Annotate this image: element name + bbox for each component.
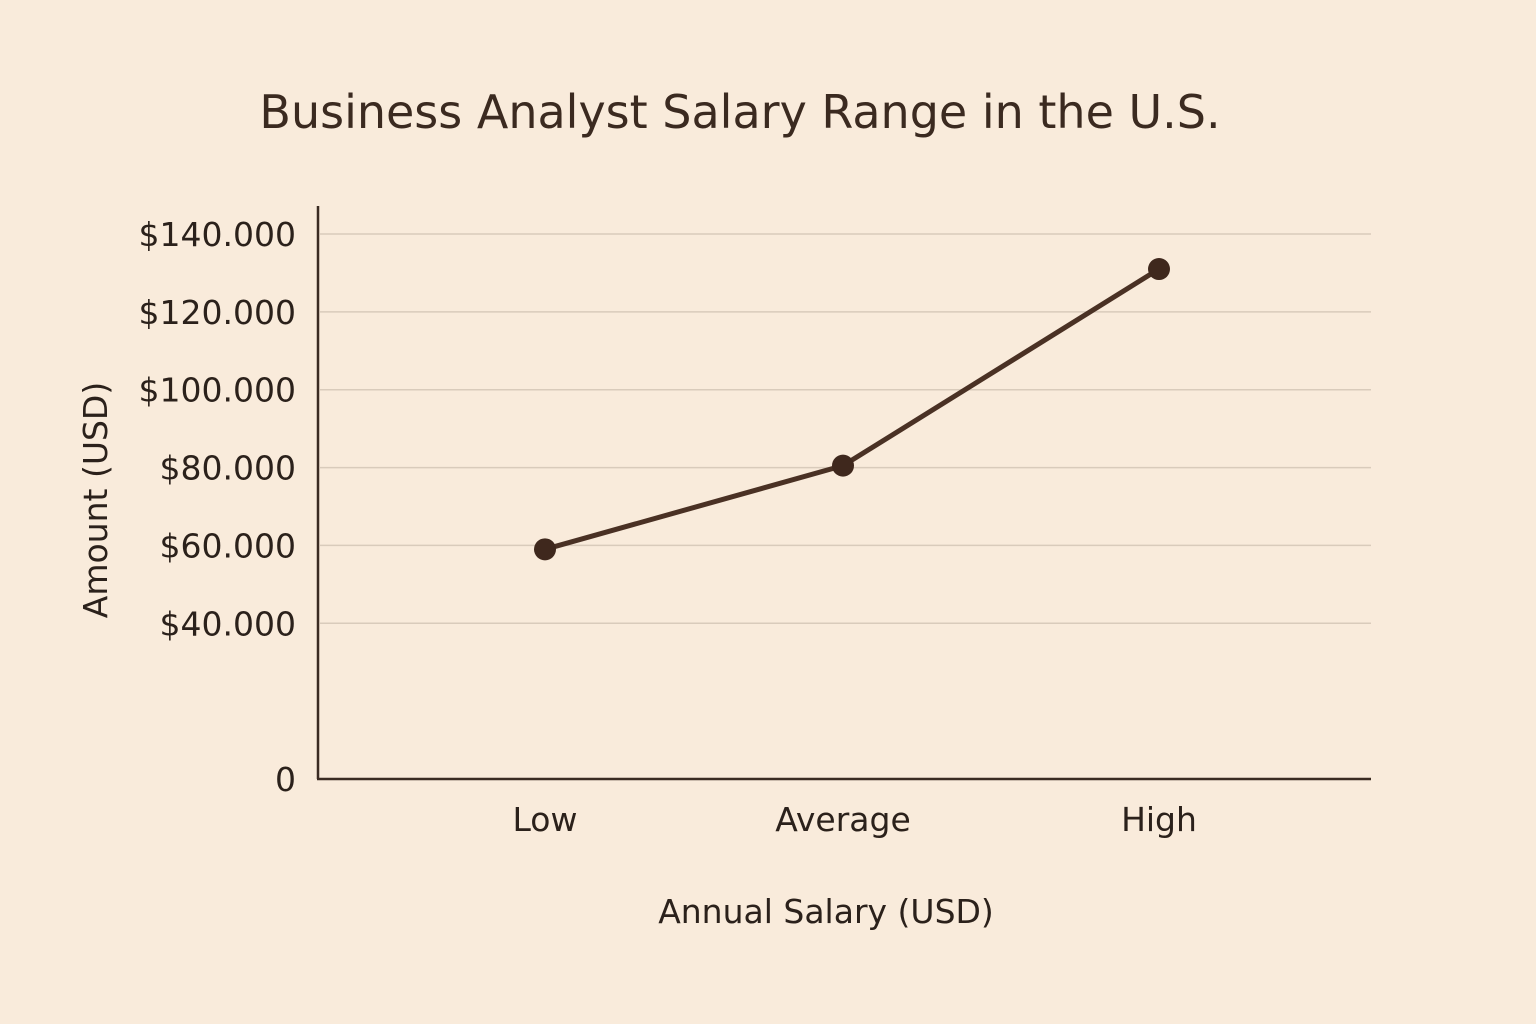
x-category-label: Low [513,800,578,839]
chart-title: Business Analyst Salary Range in the U.S… [259,85,1220,139]
y-tick-label: $140.000 [139,215,296,254]
data-point-high [1148,258,1170,281]
y-tick-label: $120.000 [139,293,296,332]
y-tick-label: $40.000 [160,604,296,643]
y-tick-label: $80.000 [160,449,296,488]
gridlines [320,233,1371,625]
series-line [542,266,1162,552]
data-point-average [832,454,854,477]
y-tick-label: $60.000 [160,526,296,565]
data-point-low [534,538,556,561]
series-line-group [542,266,1162,552]
y-tick-labels: 0 $40.000 $60.000 $80.000 $100.000 $120.000 $1… [139,215,296,799]
data-markers [534,258,1170,561]
x-axis-title: Annual Salary (USD) [658,892,994,931]
x-category-label: Average [775,800,911,839]
y-tick-label: $100.000 [139,371,296,410]
x-category-label: High [1121,800,1197,839]
x-category-labels: Low Average High [513,800,1197,839]
y-axis-title: Amount (USD) [76,382,115,618]
y-tick-label: 0 [275,760,296,799]
